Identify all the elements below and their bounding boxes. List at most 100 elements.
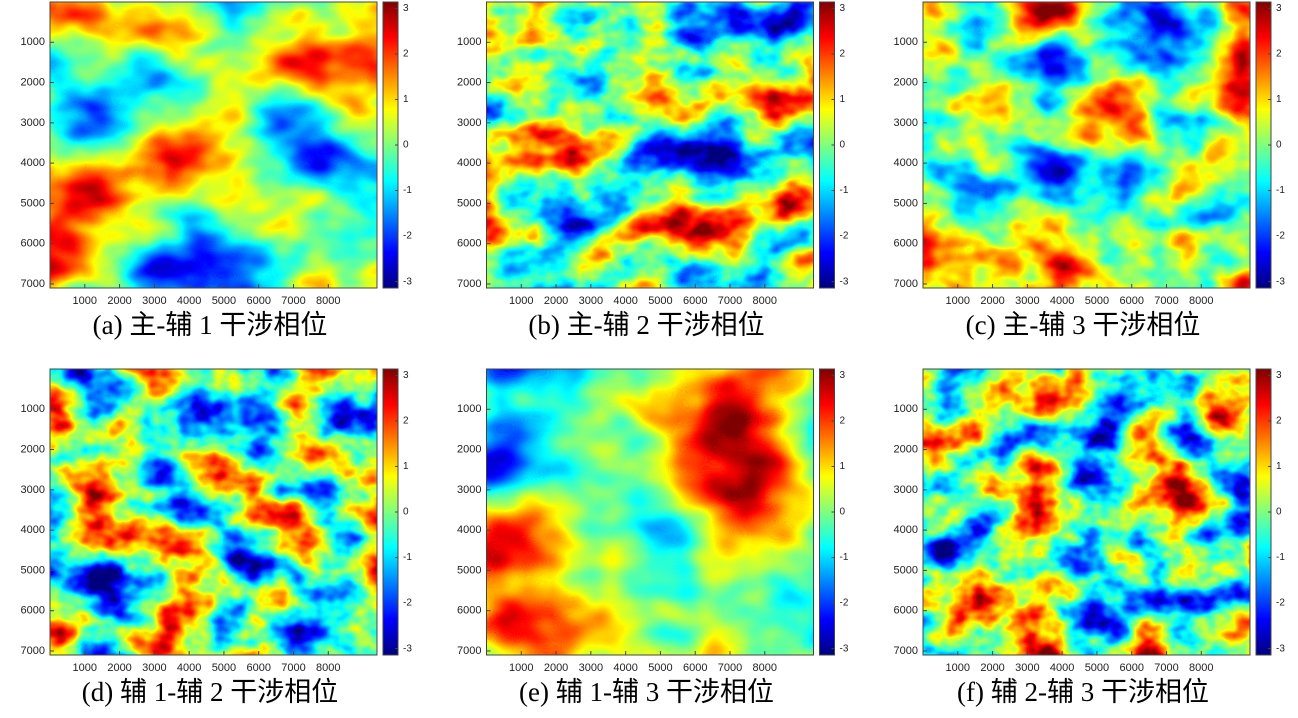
colorbar-tick-label: -2 [403, 598, 412, 609]
x-tick-label: 3000 [1015, 662, 1039, 674]
x-tick-label: 4000 [1050, 662, 1074, 674]
y-tick-label: 5000 [457, 564, 481, 576]
x-tick-label: 1000 [73, 295, 97, 307]
x-tick-label: 6000 [683, 295, 707, 307]
x-tick-label: 5000 [212, 295, 236, 307]
axes-frame [486, 1, 814, 289]
colorbar-tick-label: -2 [1276, 598, 1285, 609]
colorbar-tick-label: -3 [403, 643, 412, 654]
y-tick-label: 7000 [21, 645, 45, 657]
y-tick-label: 7000 [21, 278, 45, 290]
x-tick-label: 8000 [316, 662, 340, 674]
x-tick-label: 4000 [177, 295, 201, 307]
colorbar-tick-label: -1 [840, 185, 849, 196]
colorbar-tick-label: -1 [403, 552, 412, 563]
colorbar-tick-label: 0 [1276, 507, 1282, 518]
x-tick-label: 2000 [980, 662, 1004, 674]
y-tick-label: 2000 [21, 443, 45, 455]
colorbar-tick-label: -1 [1276, 552, 1285, 563]
y-tick-label: 6000 [21, 238, 45, 250]
colorbar-tick-label: 2 [1276, 416, 1282, 427]
y-tick-label: 4000 [894, 157, 918, 169]
x-tick-label: 2000 [544, 662, 568, 674]
colorbar-tick-label: 2 [1276, 49, 1282, 60]
colorbar-tick-label: 0 [840, 507, 846, 518]
y-tick-label: 3000 [21, 117, 45, 129]
x-tick-label: 4000 [177, 662, 201, 674]
colorbar-tick-label: -2 [840, 598, 849, 609]
y-tick-label: 7000 [894, 278, 918, 290]
x-tick-label: 5000 [1085, 662, 1109, 674]
y-tick-label: 3000 [457, 484, 481, 496]
x-tick-label: 3000 [142, 295, 166, 307]
y-tick-label: 3000 [457, 117, 481, 129]
x-tick-label: 7000 [281, 662, 305, 674]
y-tick-label: 6000 [457, 605, 481, 617]
colorbar-tick-label: -3 [403, 276, 412, 287]
colorbar-tick-label: 1 [403, 461, 409, 472]
x-tick-label: 2000 [107, 295, 131, 307]
colorbar-tick-label: 0 [1276, 140, 1282, 151]
y-tick-label: 6000 [894, 238, 918, 250]
y-tick-label: 4000 [21, 524, 45, 536]
axes-frame [486, 368, 814, 656]
x-tick-label: 4000 [1050, 295, 1074, 307]
caption: (e) 辅 1-辅 3 干涉相位 [519, 677, 774, 707]
colorbar-tick-label: 2 [840, 416, 846, 427]
phase-image [50, 369, 377, 655]
colorbar-tick-label: -2 [840, 231, 849, 242]
colorbar-tick-label: 3 [403, 370, 409, 381]
colorbar-tick-label: 1 [1276, 94, 1282, 105]
phase-image [923, 2, 1250, 288]
x-tick-label: 7000 [281, 295, 305, 307]
colorbar-tick-label: 0 [403, 507, 409, 518]
y-tick-label: 7000 [457, 278, 481, 290]
colorbar-tick-label: 2 [840, 49, 846, 60]
colorbar-tick-label: 3 [840, 370, 846, 381]
x-tick-label: 8000 [1189, 662, 1213, 674]
axes-frame [922, 368, 1251, 656]
colorbar-tick-label: -3 [1276, 643, 1285, 654]
x-tick-label: 3000 [579, 295, 603, 307]
colorbar-tick-label: -1 [1276, 185, 1285, 196]
colorbar-tick-label: 2 [403, 416, 409, 427]
x-tick-label: 7000 [718, 295, 742, 307]
x-tick-label: 7000 [1154, 662, 1178, 674]
y-tick-label: 5000 [457, 197, 481, 209]
y-tick-label: 7000 [894, 645, 918, 657]
x-tick-label: 2000 [980, 295, 1004, 307]
colorbar-tick-label: 1 [403, 94, 409, 105]
x-tick-label: 3000 [579, 662, 603, 674]
y-tick-label: 4000 [21, 157, 45, 169]
caption: (f) 辅 2-辅 3 干涉相位 [957, 677, 1209, 707]
y-tick-label: 4000 [457, 524, 481, 536]
x-tick-label: 6000 [246, 662, 270, 674]
colorbar-tick-label: -2 [1276, 231, 1285, 242]
x-tick-label: 1000 [946, 295, 970, 307]
x-tick-label: 2000 [544, 295, 568, 307]
colorbar-tick-label: -3 [1276, 276, 1285, 287]
x-tick-label: 8000 [753, 662, 777, 674]
colorbar-tick-label: 3 [403, 3, 409, 14]
colorbar-tick-label: 2 [403, 49, 409, 60]
y-tick-label: 7000 [457, 645, 481, 657]
y-tick-label: 4000 [894, 524, 918, 536]
colorbar-tick-label: 1 [1276, 461, 1282, 472]
axes-frame [49, 1, 378, 289]
x-tick-label: 6000 [683, 662, 707, 674]
y-tick-label: 5000 [21, 564, 45, 576]
colorbar-tick-label: 1 [840, 461, 846, 472]
x-tick-label: 1000 [946, 662, 970, 674]
y-tick-label: 1000 [457, 403, 481, 415]
x-tick-label: 3000 [142, 662, 166, 674]
x-tick-label: 6000 [1119, 662, 1143, 674]
colorbar-tick-label: 3 [840, 3, 846, 14]
y-tick-label: 4000 [457, 157, 481, 169]
colorbar-tick-label: 1 [840, 94, 846, 105]
x-tick-label: 7000 [718, 662, 742, 674]
x-tick-label: 2000 [107, 662, 131, 674]
phase-image [486, 2, 814, 288]
x-tick-label: 8000 [1189, 295, 1213, 307]
x-tick-label: 3000 [1015, 295, 1039, 307]
